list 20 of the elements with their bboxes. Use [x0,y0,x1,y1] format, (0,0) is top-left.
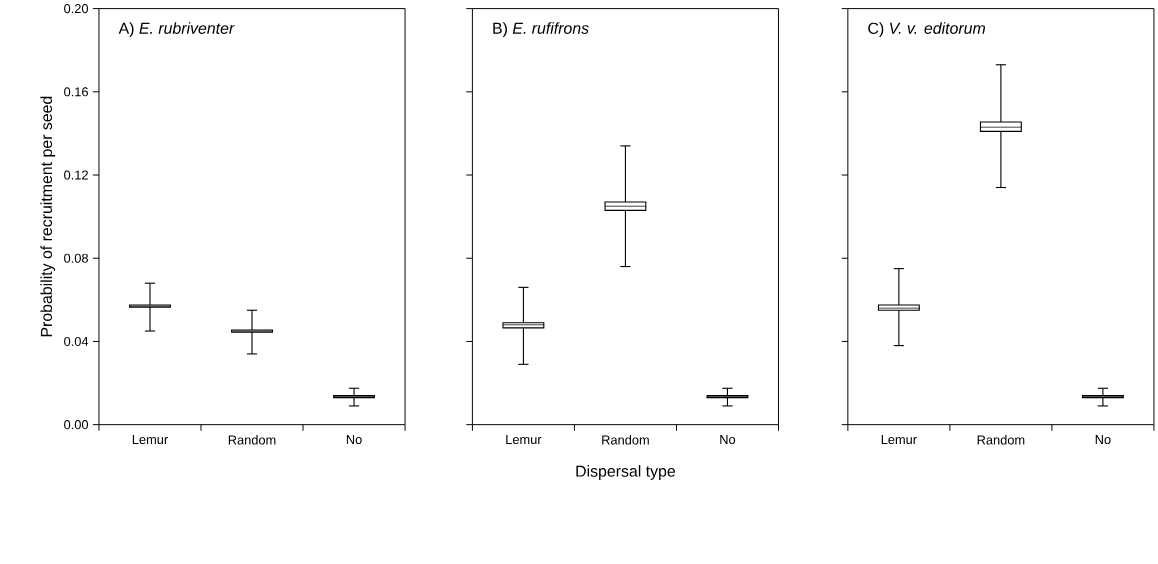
y-tick-label: 0.12 [64,170,88,180]
x-axis-title: Dispersal type [576,465,676,480]
y-tick-label: 0.00 [64,420,89,430]
x-tick-label: No [720,435,736,445]
text: A) E. rubriventer [118,22,235,38]
x-tick-label: Random [602,435,649,445]
y-tick-label: 0.20 [64,4,89,14]
y-axis-title: Probability of recruitment per seed [40,96,56,337]
y-tick-label: 0.08 [64,253,88,263]
text: B) E. rufifrons [493,22,589,38]
text: C) V. v. editorum [868,22,985,38]
x-tick-label: Lemur [881,435,917,445]
x-tick-label: No [1095,435,1111,445]
x-tick-label: No [346,435,362,445]
x-tick-label: Random [977,435,1025,445]
x-tick-label: Lemur [506,435,542,445]
y-tick-label: 0.16 [64,87,88,97]
x-tick-label: Lemur [132,435,168,445]
y-tick-label: 0.04 [64,336,89,346]
x-tick-label: Random [228,435,276,445]
